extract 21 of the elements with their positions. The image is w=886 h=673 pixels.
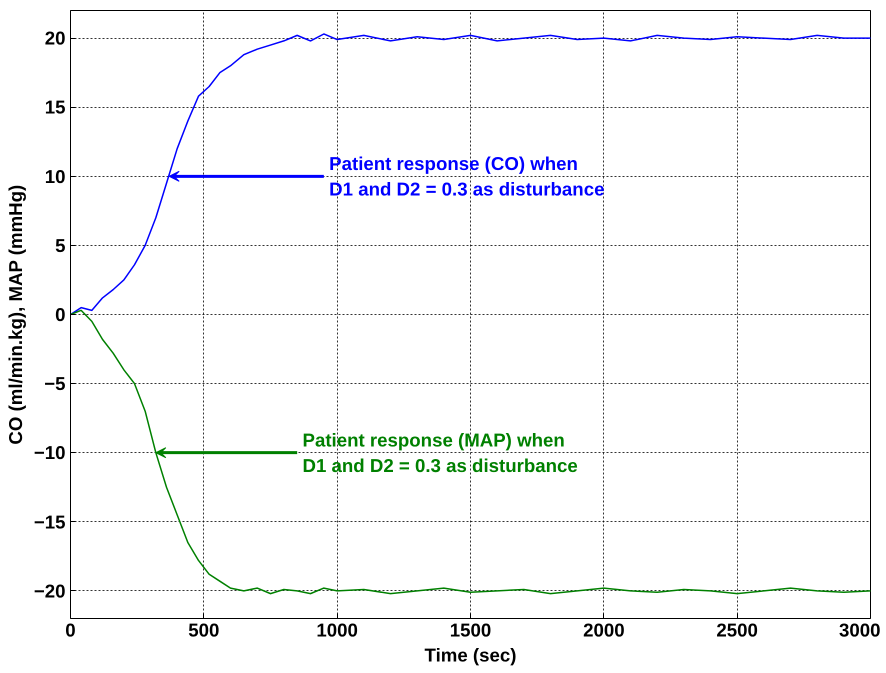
x-tick-label: 3000 [838, 620, 881, 640]
y-tick-label: 20 [44, 28, 66, 49]
line-series [70, 33, 870, 316]
y-tick-label: −20 [34, 580, 66, 602]
x-tick-label: 1000 [316, 620, 358, 640]
y-tick-label: −10 [34, 442, 66, 464]
y-tick-label: 5 [55, 234, 66, 256]
line-series [70, 310, 870, 594]
x-tick-label: 500 [188, 620, 220, 640]
x-tick-label: 2500 [716, 620, 758, 640]
annotation: Patient response (MAP) when D1 and D2 = 0.3 as disturbance [302, 430, 578, 476]
y-tick-label: 10 [44, 166, 66, 187]
y-tick-label: 15 [44, 96, 66, 118]
y-tick-label: −5 [44, 373, 66, 394]
x-tick-label: 2000 [583, 620, 625, 640]
x-tick-label: 1500 [450, 620, 492, 640]
y-tick-label: −15 [34, 511, 66, 532]
annotation: Patient response (CO) when D1 and D2 = 0.3 as disturbance [329, 153, 604, 200]
y-axis-title: CO (ml/min.kg), MAP (mmHg) [4, 184, 26, 445]
y-tick-label: 0 [55, 304, 66, 325]
x-axis-title: Time (sec) [424, 644, 516, 666]
